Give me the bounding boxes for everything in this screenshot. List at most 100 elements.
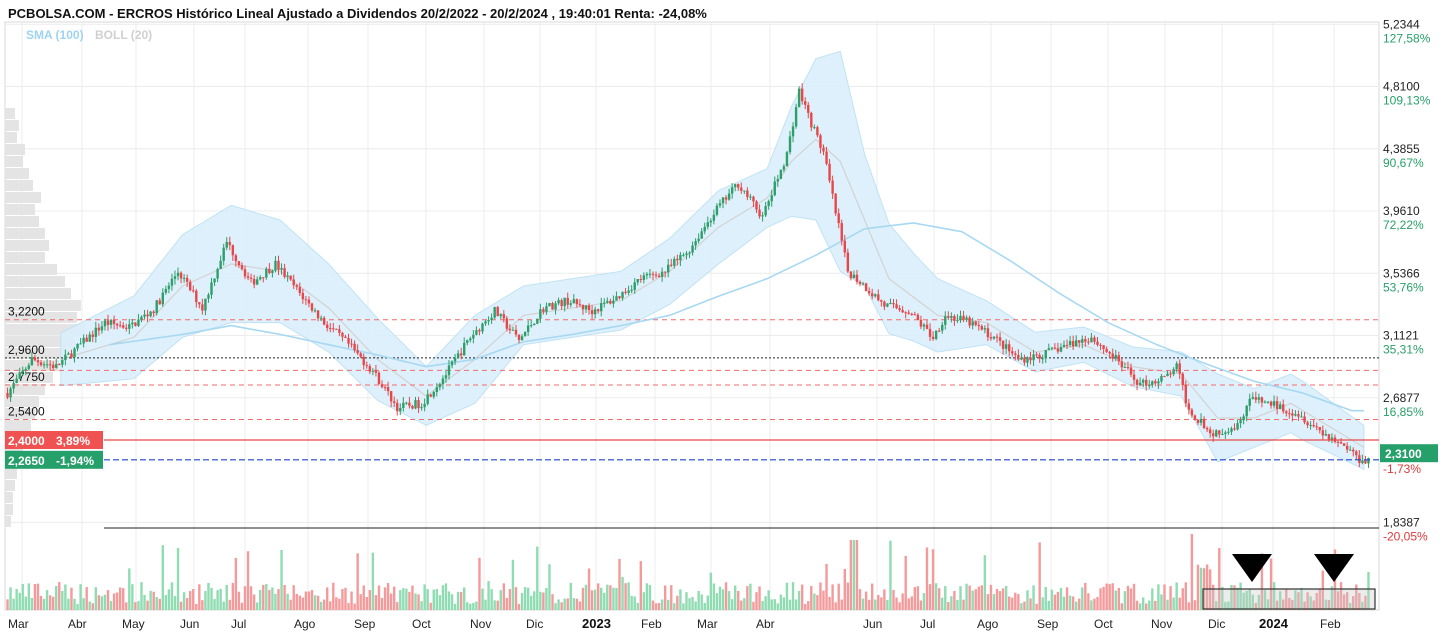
volume-bar-212 <box>651 600 655 610</box>
candle-body-86 <box>268 268 271 274</box>
candle-body-55 <box>173 276 177 279</box>
volume-bar-4 <box>18 592 21 610</box>
candle-body-386 <box>1181 373 1184 386</box>
volume-bar-329 <box>1008 596 1011 610</box>
profile-bar-4 <box>5 156 23 167</box>
volume-bar-397 <box>1215 601 1218 610</box>
candle-body-393 <box>1202 418 1206 429</box>
volume-bar-31 <box>100 596 104 610</box>
volume-bar-204 <box>627 582 630 610</box>
candle-body-156 <box>481 323 484 332</box>
volume-bar-230 <box>706 595 709 610</box>
candle-body-309 <box>947 316 950 318</box>
volume-bar-378 <box>1157 584 1160 610</box>
volume-bar-408 <box>1248 588 1251 610</box>
volume-bar-421 <box>1288 597 1291 610</box>
candle-body-299 <box>916 314 920 320</box>
volume-bar-226 <box>694 601 697 610</box>
volume-bar-418 <box>1278 591 1282 610</box>
volume-bar-205 <box>630 595 633 610</box>
volume-bar-428 <box>1309 596 1312 610</box>
candle-body-224 <box>688 252 691 254</box>
volume-bar-166 <box>511 559 515 610</box>
candle-body-161 <box>496 307 499 317</box>
candle-body-70 <box>219 260 222 269</box>
candle-body-348 <box>1065 344 1069 346</box>
axis-pct-3: 72,22% <box>1383 218 1424 232</box>
candle-body-37 <box>118 325 122 327</box>
candle-body-93 <box>289 275 292 280</box>
candle-body-258 <box>791 126 795 137</box>
volume-bar-228 <box>700 594 703 610</box>
volume-bar-7 <box>27 583 31 610</box>
candle-body-220 <box>676 258 679 261</box>
candle-body-3 <box>15 378 18 384</box>
profile-bar-19 <box>5 336 75 347</box>
volume-bar-405 <box>1239 582 1242 610</box>
candle-body-114 <box>353 343 356 351</box>
candle-body-109 <box>338 329 341 333</box>
volume-bar-376 <box>1151 588 1154 610</box>
volume-bar-338 <box>1035 603 1038 610</box>
volume-bar-427 <box>1306 592 1309 610</box>
candle-body-276 <box>846 252 850 272</box>
volume-bar-109 <box>338 598 341 610</box>
volume-bar-235 <box>721 589 725 610</box>
profile-bar-25 <box>5 408 35 419</box>
volume-bar-302 <box>925 547 929 610</box>
candle-body-99 <box>307 299 311 304</box>
candle-body-209 <box>642 275 646 280</box>
volume-bar-206 <box>633 596 636 610</box>
candle-body-168 <box>517 334 521 340</box>
volume-bar-238 <box>730 599 734 610</box>
volume-bar-163 <box>502 583 505 610</box>
axis-pct-1: 109,13% <box>1383 94 1431 108</box>
candle-body-194 <box>596 309 600 312</box>
candle-body-295 <box>904 312 907 314</box>
volume-bar-10 <box>36 583 40 610</box>
candle-body-229 <box>703 226 706 232</box>
candle-body-438 <box>1339 442 1343 444</box>
volume-bar-387 <box>1184 582 1187 610</box>
candle-body-306 <box>937 330 941 332</box>
candle-body-59 <box>185 277 189 282</box>
candle-body-337 <box>1032 354 1035 361</box>
profile-bar-22 <box>5 372 53 383</box>
candle-body-49 <box>155 300 158 314</box>
volume-bar-400 <box>1224 601 1227 610</box>
volume-bar-415 <box>1269 558 1273 610</box>
volume-bar-324 <box>992 594 996 610</box>
candle-body-204 <box>627 290 630 293</box>
candle-body-279 <box>855 274 859 282</box>
volume-bar-19 <box>64 584 67 610</box>
volume-bar-244 <box>749 583 752 610</box>
volume-bar-203 <box>624 583 627 610</box>
volume-bar-426 <box>1303 601 1306 610</box>
profile-bar-5 <box>5 168 29 179</box>
volume-bar-120 <box>371 552 375 610</box>
axis-pct-2: 90,67% <box>1383 156 1424 170</box>
candle-body-272 <box>834 193 837 214</box>
candle-body-200 <box>615 296 618 301</box>
volume-bar-187 <box>575 598 579 610</box>
volume-bar-326 <box>998 591 1002 610</box>
volume-bar-440 <box>1345 592 1349 610</box>
candle-body-367 <box>1123 367 1127 369</box>
volume-bar-240 <box>737 590 740 610</box>
candle-body-0 <box>6 393 9 398</box>
volume-bar-322 <box>986 594 990 610</box>
volume-highlight-box <box>1202 588 1376 610</box>
candle-body-30 <box>97 327 101 331</box>
candle-body-255 <box>782 166 786 170</box>
volume-bar-407 <box>1245 590 1248 610</box>
volume-bar-306 <box>937 588 941 610</box>
price-box-value-0: 2,4000 <box>8 434 45 448</box>
candle-body-341 <box>1044 350 1047 359</box>
candle-body-396 <box>1212 433 1215 437</box>
axis-pct-6: 16,85% <box>1383 405 1424 419</box>
volume-bar-200 <box>615 587 618 610</box>
volume-bar-34 <box>109 601 113 610</box>
candle-body-264 <box>810 112 813 128</box>
candle-body-29 <box>94 327 98 337</box>
month-label-4: Jul <box>231 617 246 631</box>
